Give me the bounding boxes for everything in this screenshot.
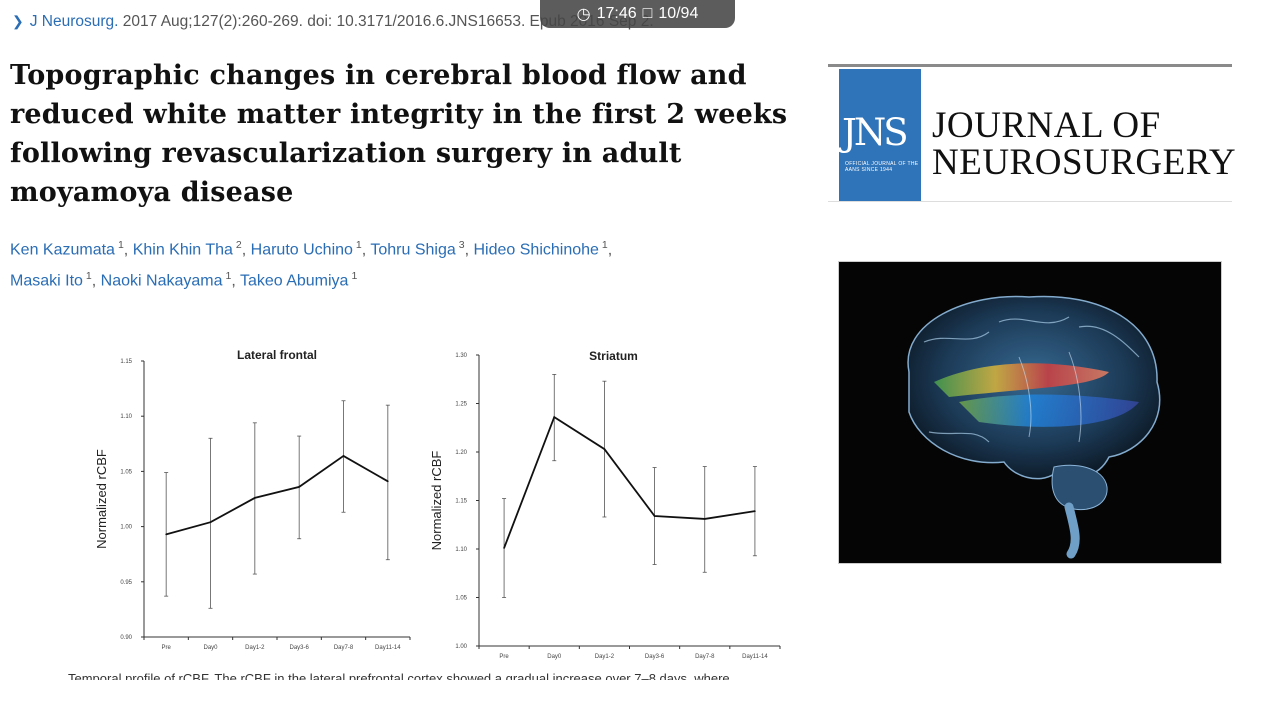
chart2-data-point: [503, 547, 505, 549]
author-affiliation: 3: [458, 239, 465, 251]
journal-logo: JNS Official Journal of the AANS Since 1…: [828, 64, 1236, 202]
author-affiliation: 1: [225, 270, 232, 283]
citation-line: ❯ J Neurosurg. 2017 Aug;127(2):260-269. d…: [12, 13, 654, 31]
author-link[interactable]: Tohru Shiga: [370, 241, 456, 259]
chart2-x-tick-label: Day0: [547, 654, 562, 660]
author-link[interactable]: Hideo Shichinohe: [473, 241, 599, 259]
chart1-series-line: [165, 454, 389, 536]
chart2-y-tick-label: 1.25: [455, 402, 467, 408]
chart2-y-tick-label: 1.20: [455, 450, 467, 456]
jns-logo-letters: JNS: [842, 111, 909, 154]
chart2-x-tick-label: Day11-14: [742, 654, 768, 660]
chart1-data-point: [387, 480, 389, 483]
chart1-data-point: [254, 497, 256, 499]
chart1-y-tick-label: 1.15: [120, 359, 132, 365]
chevron-right-icon[interactable]: ❯: [12, 13, 24, 29]
chart2-y-tick-label: 1.05: [455, 596, 467, 602]
rcbf-charts-figure: Lateral frontal Normalized rCBF 0.90 0.95 1.…: [94, 348, 781, 660]
chart1-x-tick-label: Day7-8: [334, 645, 354, 651]
author-affiliation: 1: [355, 239, 362, 251]
chart1-x-tick-label: Pre: [161, 645, 171, 651]
author-affiliation: 1: [351, 270, 358, 283]
brain-illustration-art: [907, 295, 1161, 559]
article-title: Topographic changes in cerebral blood fl…: [10, 60, 788, 208]
citation-details: 2017 Aug;127(2):260-269. doi: 10.3171/20…: [122, 13, 654, 30]
chart1-y-tick-label: 1.00: [120, 525, 132, 531]
chart2-x-tick-label: Pre: [499, 654, 509, 660]
chart1-x-tick-label: Day11-14: [375, 645, 401, 651]
chart2-y-axis-label: Normalized rCBF: [429, 451, 444, 551]
author-affiliation: 1: [601, 239, 608, 251]
figure-caption: Temporal profile of rCBF. The rCBF in th…: [68, 668, 808, 680]
clock-icon: ◷: [576, 6, 591, 23]
chart1-x-tick-label: Day3-6: [289, 645, 309, 651]
chart1-y-tick-label: 1.05: [120, 469, 132, 475]
chart2-series-line: [503, 415, 756, 549]
chart1-data-point: [298, 486, 300, 488]
brain-illustration: [838, 261, 1222, 564]
chart2-y-tick-label: 1.00: [455, 644, 467, 650]
clock-time: 17:46: [596, 5, 637, 22]
chart2-data-point: [603, 448, 606, 450]
chart1-title: Lateral frontal: [237, 348, 317, 362]
chart1-y-axis-label: Normalized rCBF: [94, 449, 109, 549]
journal-logo-line1: JOURNAL OF: [932, 105, 1161, 146]
chart1-x-tick-label: Day0: [203, 645, 218, 651]
chart1-y-tick-label: 1.10: [120, 414, 132, 420]
chart1-y-tick-label: 0.95: [120, 580, 132, 586]
author-separator: ,: [464, 241, 474, 259]
chart1-data-point: [165, 533, 167, 536]
author-separator: ,: [361, 241, 371, 259]
chart2-x-tick-label: Day3-6: [645, 654, 665, 660]
author-list: Ken Kazumata 1, Khin Khin Tha 2, Haruto Uc…: [10, 232, 730, 295]
author-separator: ,: [91, 272, 101, 290]
author-link[interactable]: Masaki Ito: [10, 272, 83, 290]
chart2-data-point: [553, 416, 556, 418]
chart2-title: Striatum: [589, 349, 638, 363]
page-icon: □: [642, 5, 653, 22]
journal-logo-name: JOURNAL OF NEUROSURGERY: [932, 107, 1236, 181]
author-separator: ,: [123, 241, 133, 259]
chart1-data-point: [342, 455, 345, 457]
author-link[interactable]: Haruto Uchino: [250, 241, 353, 259]
chart2-y-tick-label: 1.10: [455, 547, 467, 553]
chart2-data-point: [653, 515, 656, 517]
chart1-y-tick-label: 0.90: [120, 635, 132, 641]
author-link[interactable]: Ken Kazumata: [10, 241, 115, 259]
page-counter: 10/94: [658, 5, 699, 22]
author-separator: ,: [607, 241, 613, 259]
author-separator: ,: [231, 272, 240, 290]
author-affiliation: 2: [235, 239, 242, 251]
author-affiliation: 1: [117, 239, 124, 251]
author-affiliation: 1: [85, 270, 92, 283]
chart2-data-point: [754, 510, 756, 512]
author-link[interactable]: Takeo Abumiya: [239, 272, 349, 290]
chart2-x-tick-label: Day7-8: [695, 654, 715, 660]
status-overlay: ◷ 17:46 □ 10/94: [540, 0, 735, 28]
jns-logo-tagline: Official Journal of the AANS Since 1944: [845, 161, 919, 173]
chart2-y-tick-label: 1.30: [455, 353, 467, 359]
author-link[interactable]: Khin Khin Tha: [132, 241, 233, 259]
journal-link[interactable]: J Neurosurg.: [29, 13, 119, 30]
chart1-x-tick-label: Day1-2: [245, 645, 265, 651]
journal-logo-line2: NEUROSURGERY: [932, 142, 1237, 183]
chart1-data-point: [209, 521, 212, 523]
figure-caption-text: Temporal profile of rCBF. The rCBF in th…: [68, 671, 730, 680]
author-link[interactable]: Naoki Nakayama: [100, 272, 223, 290]
author-separator: ,: [241, 241, 251, 259]
chart2-y-tick-label: 1.15: [455, 499, 467, 505]
chart2-data-point: [703, 518, 706, 520]
chart2-x-tick-label: Day1-2: [595, 654, 615, 660]
jns-logo-badge: JNS Official Journal of the AANS Since 1…: [839, 69, 921, 201]
